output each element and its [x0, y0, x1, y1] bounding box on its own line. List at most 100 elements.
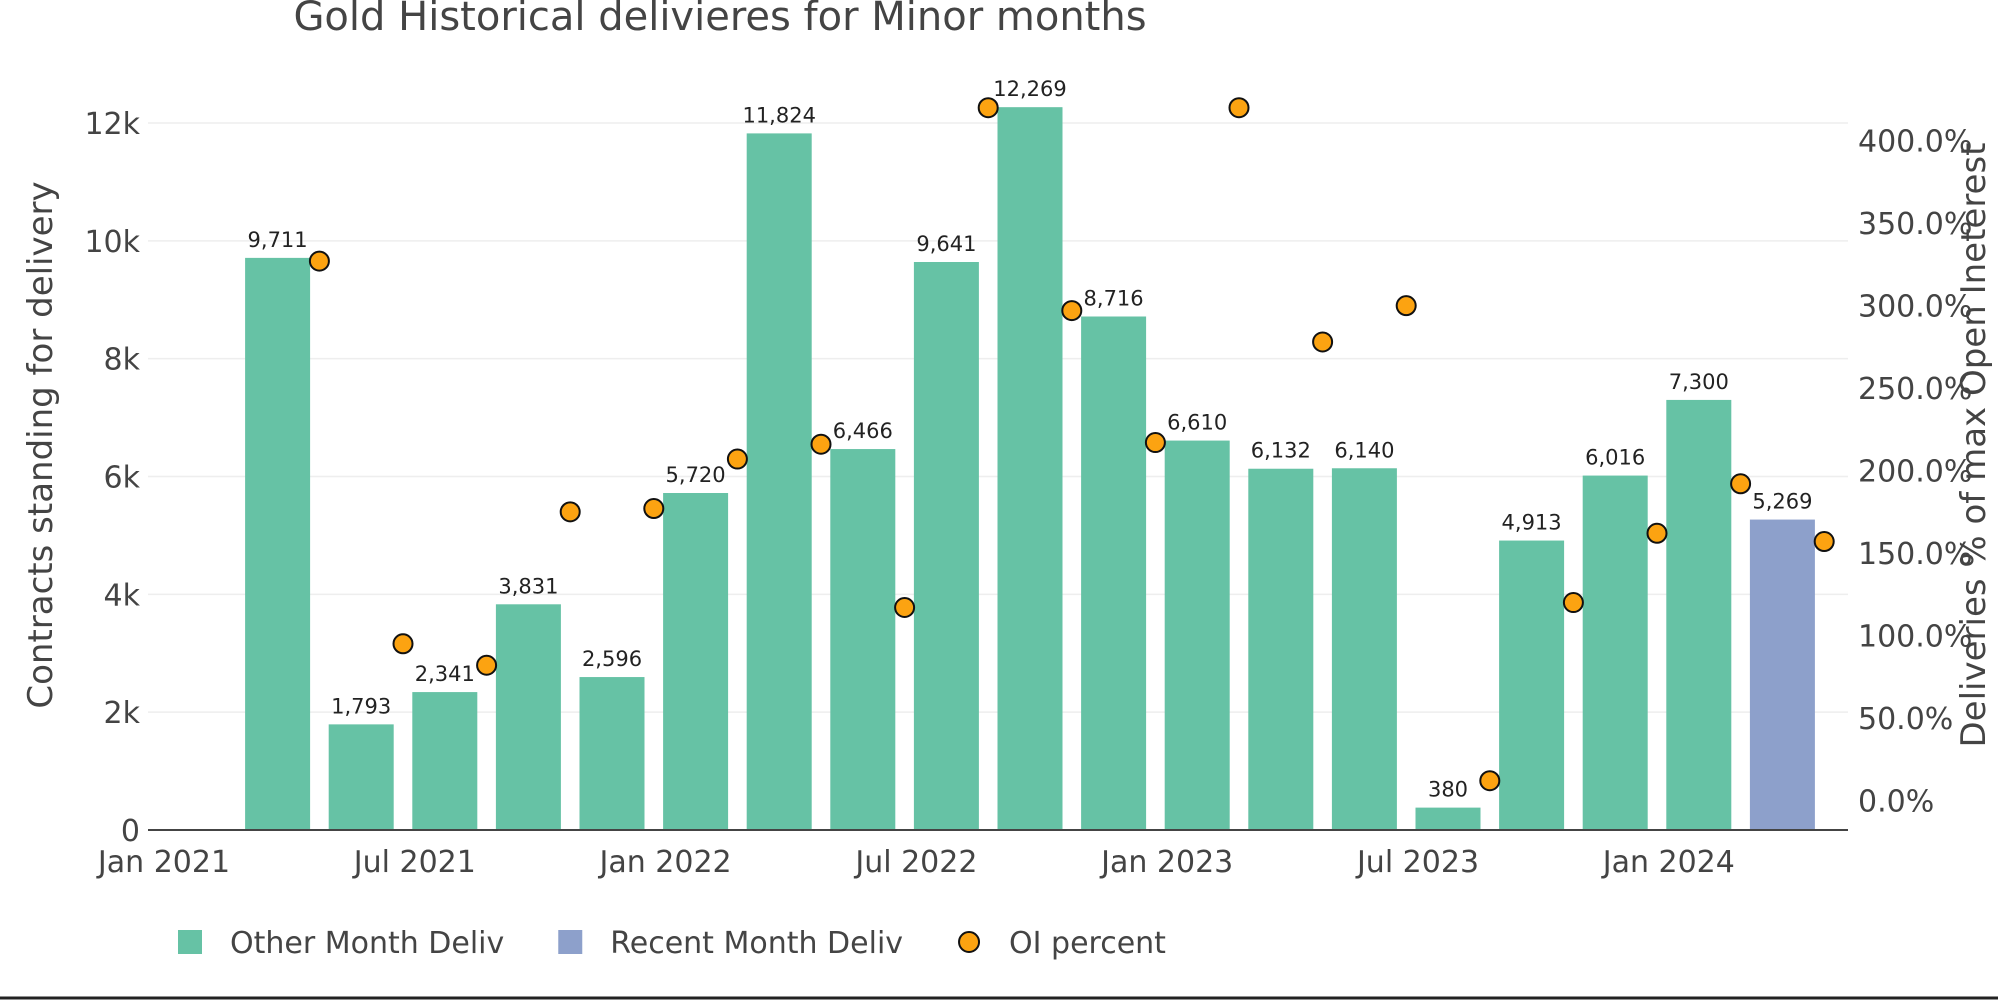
bar-data-labels: 9,711 1,793 2,341 3,831 2,596 5,720 11,824 6,46…: [248, 77, 1813, 801]
oi-percent-series: [308, 97, 1835, 792]
bar: [1582, 475, 1648, 830]
bar: [1666, 399, 1732, 830]
oi-point: [476, 654, 498, 676]
x-tick-label: Jan 2021: [96, 845, 230, 880]
oi-point: [1061, 300, 1083, 322]
legend-label: Other Month Deliv: [230, 926, 504, 961]
legend-item: Recent Month Deliv: [558, 926, 903, 961]
oi-point: [1479, 770, 1501, 792]
bar-value-label: 6,132: [1251, 439, 1311, 463]
bar: [913, 262, 979, 830]
y-tick-label: 10k: [84, 225, 140, 260]
chart-title: Gold Historical delivieres for Minor mon…: [293, 0, 1146, 40]
oi-point: [1730, 473, 1752, 495]
y-tick-label: 12k: [84, 107, 140, 142]
bar: [412, 692, 478, 830]
bar-value-label: 2,596: [582, 647, 642, 671]
oi-point: [810, 433, 832, 455]
legend-item: Other Month Deliv: [178, 926, 504, 961]
bar: [1415, 807, 1481, 830]
bar: [746, 133, 812, 831]
y2-tick-label: 250.0%: [1858, 372, 1972, 407]
oi-point: [1312, 331, 1334, 353]
bar-value-label: 8,716: [1084, 286, 1144, 310]
legend-swatch: [178, 930, 202, 954]
bar-value-label: 5,720: [666, 463, 726, 487]
bar-value-label: 9,711: [248, 228, 308, 252]
y-axis-title: Contracts standing for delivery: [21, 181, 61, 708]
bar: [1331, 468, 1397, 830]
y2-tick-label: 400.0%: [1858, 125, 1972, 160]
legend-swatch: [558, 930, 583, 954]
bar-value-label: 11,824: [742, 103, 815, 127]
bar-value-label: 6,140: [1334, 438, 1394, 462]
bar: [1749, 519, 1815, 830]
y-tick-label: 6k: [104, 461, 141, 496]
bar-series: [245, 107, 1815, 831]
y2-tick-label: 0.0%: [1858, 785, 1934, 820]
bar: [495, 604, 561, 830]
oi-point: [392, 633, 414, 655]
bar: [997, 107, 1063, 831]
y-tick-label: 2k: [104, 696, 141, 731]
oi-point: [894, 597, 916, 619]
y-tick-label: 4k: [104, 578, 141, 613]
oi-point: [1813, 531, 1835, 553]
bar-value-label: 2,341: [415, 662, 475, 686]
oi-point: [1646, 522, 1668, 544]
oi-point: [1395, 295, 1417, 317]
bar: [579, 677, 645, 830]
y2-tick-label: 200.0%: [1858, 455, 1972, 490]
x-tick-label: Jan 2022: [598, 845, 732, 880]
oi-point: [308, 250, 330, 272]
y2-tick-label: 300.0%: [1858, 290, 1972, 325]
oi-point: [1144, 432, 1166, 454]
bar-value-label: 6,016: [1585, 446, 1645, 470]
bar: [245, 257, 311, 831]
oi-point: [1228, 97, 1250, 119]
x-axis-ticks: Jan 2021 Jul 2021 Jan 2022 Jul 2022 Jan 2023…: [96, 845, 1735, 880]
y2-tick-label: 50.0%: [1858, 702, 1953, 737]
y2-tick-label: 100.0%: [1858, 620, 1972, 655]
bar-value-label: 3,831: [498, 574, 558, 598]
x-tick-label: Jul 2022: [853, 845, 977, 880]
bar-value-label: 9,641: [916, 232, 976, 256]
bar-value-label: 1,793: [331, 694, 391, 718]
bar-value-label: 4,913: [1502, 511, 1562, 535]
oi-point: [977, 97, 999, 119]
bar-value-label: 7,300: [1669, 370, 1729, 394]
y-tick-label: 0: [121, 814, 140, 849]
oi-point: [643, 498, 665, 520]
legend-label: Recent Month Deliv: [610, 926, 903, 961]
y-axis-ticks: 0 2k 4k 6k 8k 10k 12k: [84, 107, 140, 849]
bar: [663, 493, 729, 830]
y2-axis-title: Deliveries % of max Open Ineterest: [1954, 142, 1994, 747]
x-tick-label: Jul 2023: [1355, 845, 1479, 880]
bar-value-label: 6,466: [833, 419, 893, 443]
x-tick-label: Jan 2024: [1601, 845, 1735, 880]
y2-axis-ticks: 0.0% 50.0% 100.0% 150.0% 200.0% 250.0% 300.0% 3…: [1858, 125, 1972, 820]
bar: [1081, 316, 1147, 830]
bar: [1248, 468, 1314, 830]
bar-value-label: 6,610: [1167, 411, 1227, 435]
bar-value-label: 380: [1428, 778, 1468, 802]
legend-marker: [958, 931, 981, 953]
legend: Other Month Deliv Recent Month Deliv OI pe…: [178, 926, 1166, 961]
x-tick-label: Jul 2021: [352, 845, 476, 880]
oi-point: [1562, 592, 1584, 614]
bar-value-label: 5,269: [1752, 490, 1812, 514]
bar: [1164, 440, 1230, 830]
bar: [830, 449, 896, 830]
oi-point: [726, 448, 748, 470]
bar: [328, 724, 394, 830]
x-tick-label: Jan 2023: [1099, 845, 1233, 880]
y-tick-label: 8k: [104, 343, 141, 378]
oi-point: [559, 501, 581, 523]
y2-tick-label: 150.0%: [1858, 537, 1972, 572]
bar-value-label: 12,269: [993, 77, 1066, 101]
legend-item: OI percent: [958, 926, 1166, 961]
legend-label: OI percent: [1009, 926, 1166, 961]
bar: [1499, 540, 1565, 830]
y2-tick-label: 350.0%: [1858, 207, 1972, 242]
